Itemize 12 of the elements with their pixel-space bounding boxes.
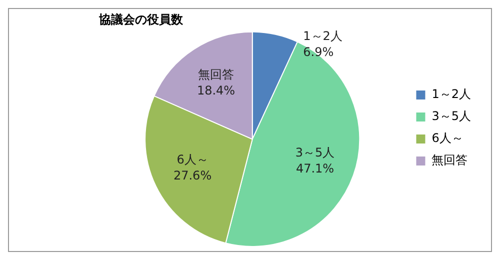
legend-label: 1～2人 <box>432 87 472 102</box>
legend-label: 無回答 <box>432 153 468 168</box>
legend-label: 3～5人 <box>432 109 472 124</box>
slice-label: 無回答 <box>198 68 234 82</box>
slice-label: 3～5人 <box>295 146 335 160</box>
slice-label: 1～2人 <box>303 29 342 44</box>
legend-label: 6人～ <box>432 131 464 146</box>
data-label: 18.4% <box>196 84 236 98</box>
chart-title: 協議会の役員数 <box>98 12 184 26</box>
data-label: 47.1% <box>296 162 334 176</box>
data-label: 27.6% <box>173 168 212 182</box>
slice-label: 6人～ <box>176 152 208 166</box>
